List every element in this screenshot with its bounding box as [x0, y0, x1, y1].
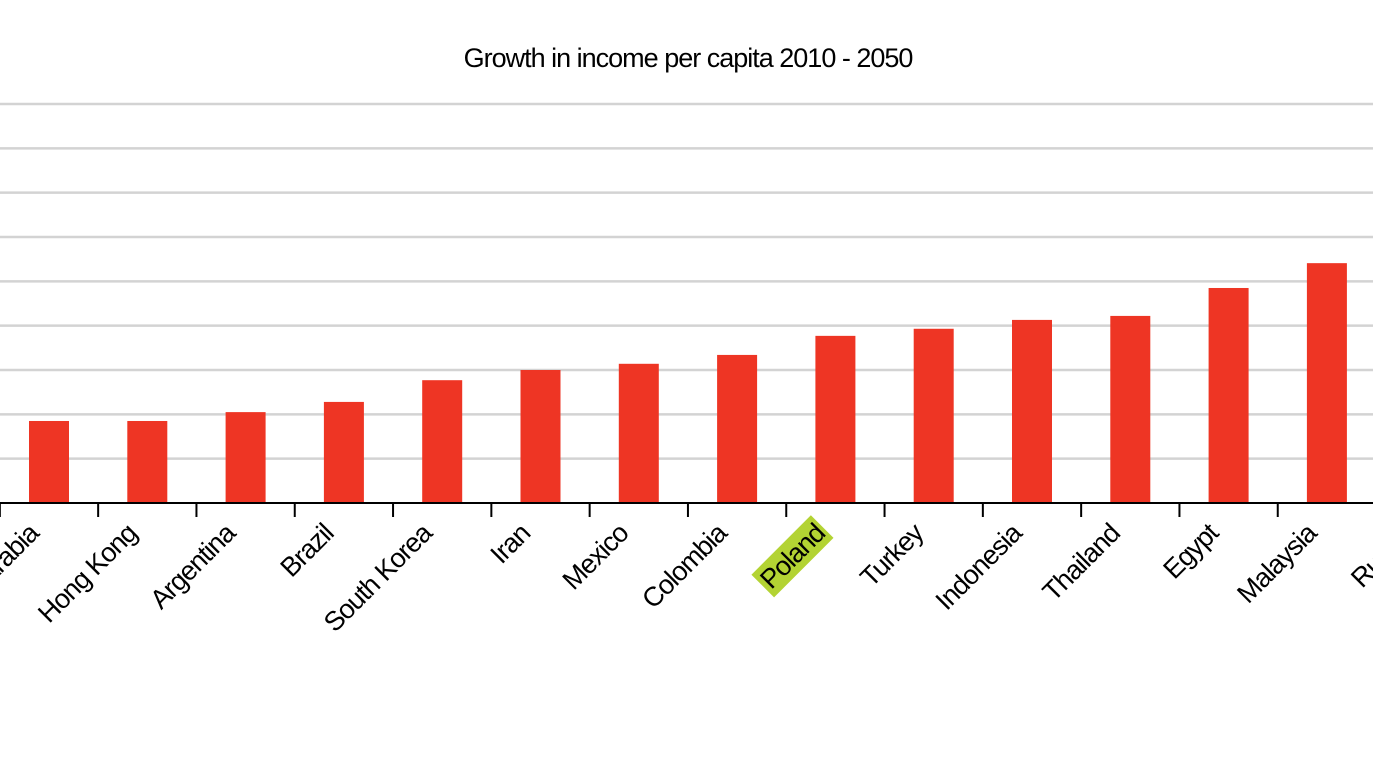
x-tick-label: Brazil — [274, 518, 339, 583]
x-tick-label: Poland — [754, 518, 830, 594]
x-tick-label-group: Colombia — [636, 517, 734, 615]
x-tick-label: Argentina — [144, 517, 242, 615]
x-tick-label-group: Indonesia — [930, 517, 1029, 616]
x-tick-label-group: Hong Kong — [32, 518, 142, 628]
x-tick-label-group: Thailand — [1037, 518, 1126, 607]
label-highlight — [751, 515, 834, 598]
bar — [422, 380, 463, 503]
x-tick-label-group: South Korea — [318, 517, 439, 638]
bar — [815, 335, 856, 503]
bar — [717, 354, 758, 503]
x-tick-label: Mexico — [557, 518, 634, 595]
x-tick-label: Russia — [1345, 517, 1373, 594]
x-tick-label: Colombia — [636, 517, 734, 615]
x-tick-label-group: Malaysia — [1231, 517, 1323, 609]
x-tick-label: South Korea — [318, 517, 439, 638]
x-tick-label-group: Turkey — [854, 517, 930, 593]
x-tick-label: Turkey — [854, 517, 930, 593]
bar — [520, 370, 561, 503]
x-tick-label-group: Russia — [1345, 517, 1373, 594]
x-tick-label-group: Iran — [484, 518, 535, 569]
x-tick-label: Iran — [484, 518, 535, 569]
chart-title: Growth in income per capita 2010 - 2050 — [464, 43, 913, 73]
bar — [618, 363, 659, 503]
bar — [323, 401, 364, 503]
bar — [1012, 319, 1052, 503]
x-tick-label-group: Mexico — [557, 518, 634, 595]
x-tick-label: Thailand — [1037, 518, 1126, 607]
bar — [1208, 287, 1249, 503]
bar — [29, 420, 69, 503]
bar — [1110, 315, 1151, 503]
x-tick-label-group: Brazil — [274, 518, 339, 583]
x-tick-label: Malaysia — [1231, 517, 1323, 609]
bar — [225, 412, 266, 503]
x-tick-label-group: Egypt — [1157, 517, 1225, 585]
x-tick-label: Indonesia — [930, 517, 1029, 616]
x-tick-label-group: Argentina — [144, 517, 242, 615]
x-tick-label: Hong Kong — [32, 518, 142, 628]
x-tick-label: Saudi Arabia — [0, 517, 46, 639]
bar — [127, 420, 168, 503]
x-tick-label-group: Saudi Arabia — [0, 517, 46, 639]
bar — [913, 328, 954, 503]
x-tick-label: Egypt — [1157, 517, 1225, 585]
x-tick-label-group: Poland — [751, 515, 834, 598]
bar — [1306, 263, 1347, 503]
